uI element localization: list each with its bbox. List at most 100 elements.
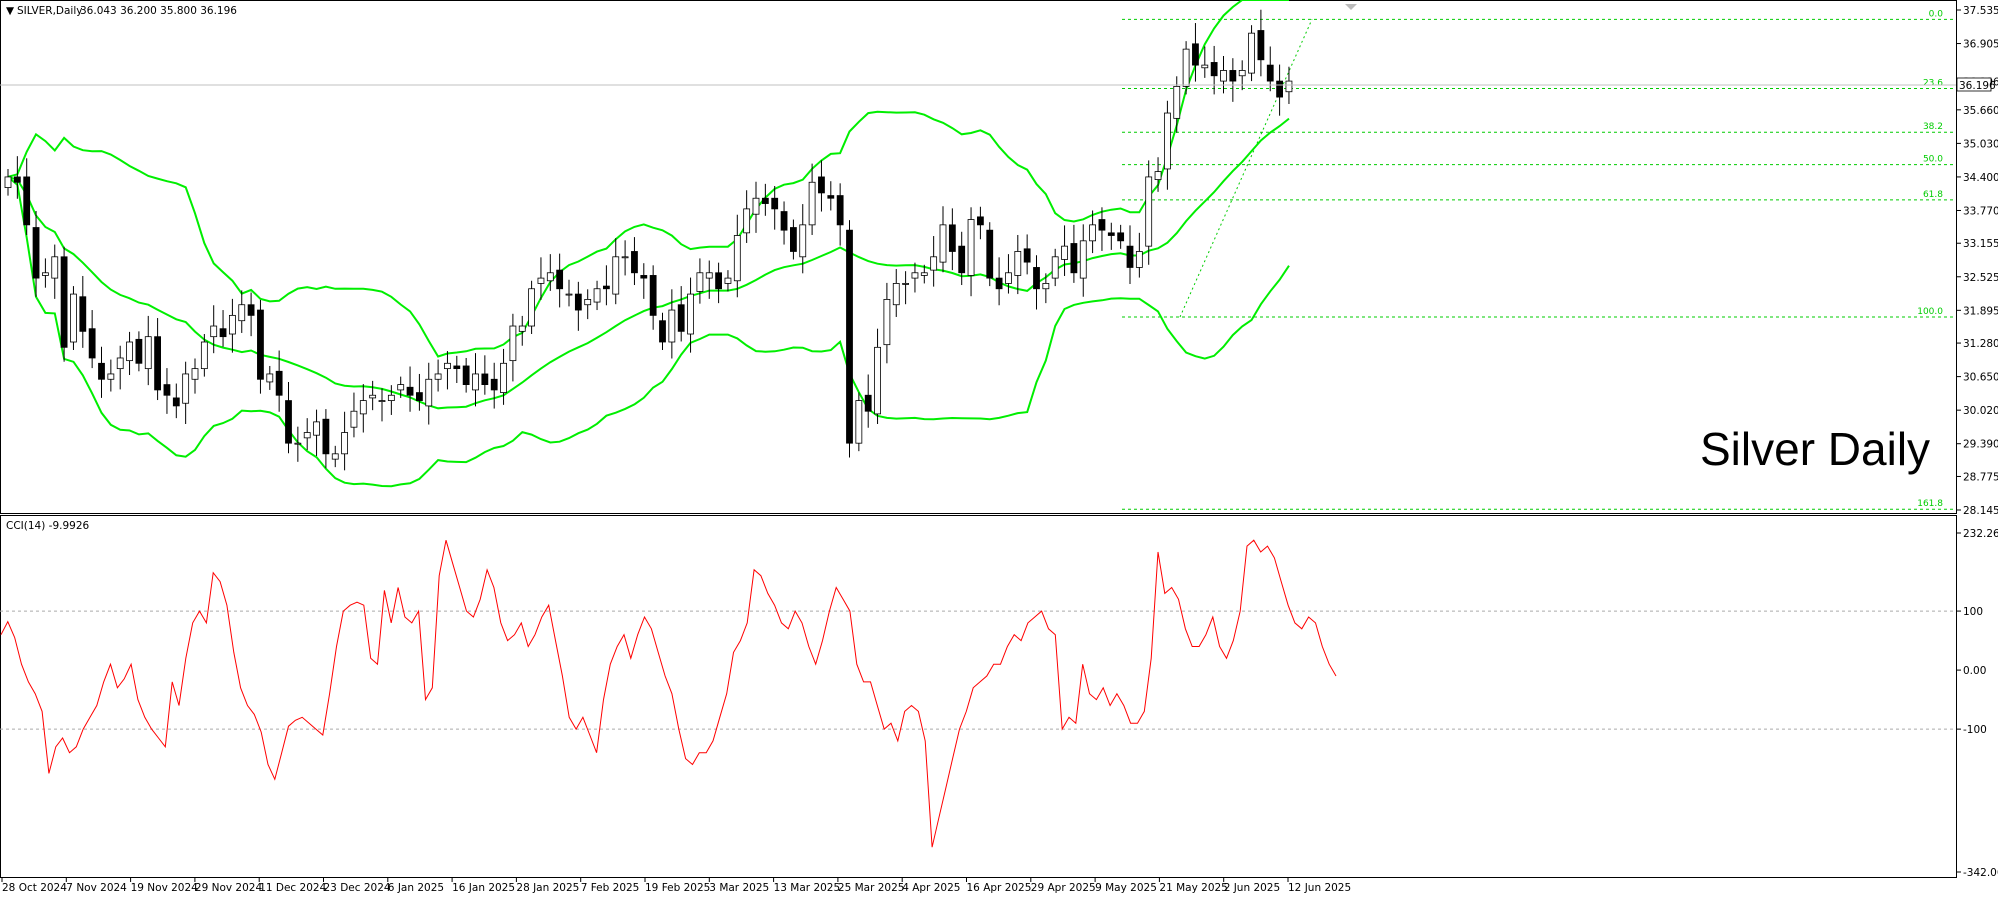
candle-body <box>191 368 199 380</box>
date-tick-label: 7 Feb 2025 <box>581 882 640 894</box>
candle-body <box>827 195 835 199</box>
date-tick-label: 16 Jan 2025 <box>452 882 515 894</box>
candle-body <box>154 336 162 391</box>
candle-body <box>359 400 367 415</box>
candle-body <box>518 325 526 332</box>
candle-body <box>341 432 349 455</box>
candle-body <box>1117 232 1125 242</box>
cci-header: CCI(14) -9.9926 <box>6 520 89 532</box>
candle-body <box>780 211 788 231</box>
candle-body <box>1089 224 1096 242</box>
date-tick-label: 3 Mar 2025 <box>709 882 769 894</box>
price-tick-label: 28.775 <box>1963 471 1998 483</box>
candle-body <box>696 272 704 292</box>
candle-body <box>902 283 909 285</box>
candle-body <box>481 373 489 386</box>
cci-tick-label: -342.065 <box>1963 867 1998 879</box>
cci-tick-label: 232.2625 <box>1963 528 1998 540</box>
date-tick-label: 11 Dec 2024 <box>259 882 326 894</box>
candle-body <box>855 400 863 444</box>
price-tick-label: 33.155 <box>1963 238 1998 250</box>
candle-body <box>603 285 610 290</box>
cci-panel[interactable]: 232.2625 100 0.00 -100 -342.065 CCI(14) -9.9… <box>0 515 1998 880</box>
price-tick-label: 28.145 <box>1963 505 1998 517</box>
price-tick-label: 30.650 <box>1963 372 1998 384</box>
candlesticks <box>4 9 1293 471</box>
price-tick-label: 35.030 <box>1963 138 1998 150</box>
price-tick-label: 30.020 <box>1963 405 1998 417</box>
candle-body <box>1014 251 1022 276</box>
candle-body <box>135 338 143 364</box>
candle-body <box>1098 219 1106 231</box>
cci-line <box>0 539 1337 848</box>
symbol-dropdown-icon[interactable]: ▼ <box>6 5 15 17</box>
candle-body <box>593 288 601 303</box>
candle-body <box>556 269 564 290</box>
price-axis[interactable]: 37.535 36.905 36.196 35.660 35.030 34.400 33.7… <box>1956 5 1998 517</box>
date-tick-label: 29 Nov 2024 <box>195 882 263 894</box>
date-tick-label: 25 Mar 2025 <box>838 882 905 894</box>
candle-body <box>1192 43 1199 66</box>
candle-body <box>1210 62 1218 77</box>
candle-body <box>743 208 751 234</box>
candle-body <box>275 370 283 396</box>
price-panel[interactable]: 0.0 23.6 38.2 50.0 61.8 100.0 161.8 37.535 36.9… <box>0 0 1998 517</box>
bollinger-lower-band <box>7 176 1290 488</box>
candle-body <box>1257 30 1265 61</box>
candle-body <box>247 304 255 316</box>
date-tick-label: 23 Dec 2024 <box>324 882 391 894</box>
candle-body <box>378 400 386 402</box>
candle-body <box>88 328 96 359</box>
fib-level-label: 100.0 <box>1917 307 1943 317</box>
candle-body <box>715 272 722 290</box>
candle-body <box>107 373 115 380</box>
candle-body <box>163 384 171 396</box>
cci-axis[interactable]: 232.2625 100 0.00 -100 -342.065 <box>1956 528 1998 879</box>
candle-body <box>210 325 218 338</box>
candle-body <box>939 224 947 263</box>
candle-body <box>490 378 498 391</box>
candle-body <box>1079 240 1087 279</box>
candle-body <box>1126 245 1134 268</box>
candle-body <box>23 176 31 226</box>
candle-body <box>1285 80 1293 93</box>
candle-body <box>771 197 779 210</box>
candle-body <box>406 386 414 396</box>
candle-body <box>257 309 264 380</box>
price-tick-label: 36.905 <box>1963 39 1998 51</box>
candle-body <box>1051 256 1059 279</box>
candle-body <box>331 453 339 460</box>
candle-body <box>397 384 405 391</box>
candle-body <box>238 304 246 322</box>
candle-body <box>172 397 180 407</box>
date-tick-label: 16 Apr 2025 <box>967 882 1032 894</box>
candle-body <box>930 256 938 271</box>
candle-body <box>1023 248 1031 263</box>
date-tick-label: 21 May 2025 <box>1159 882 1227 894</box>
fib-trend-line[interactable] <box>1179 19 1313 318</box>
candle-body <box>977 216 984 226</box>
candle-body <box>1070 243 1078 274</box>
candle-body <box>836 195 844 226</box>
candle-body <box>799 224 807 258</box>
candle-body <box>32 227 40 279</box>
candle-body <box>584 299 592 306</box>
candle-body <box>808 181 816 226</box>
chart-watermark: Silver Daily <box>1700 423 1930 475</box>
cci-levels <box>0 610 1956 730</box>
candle-body <box>200 341 208 370</box>
cci-panel-border <box>0 515 1957 878</box>
chart-shift-marker[interactable] <box>1345 4 1357 10</box>
candle-body <box>818 176 825 194</box>
fibonacci-lines[interactable]: 0.0 23.6 38.2 50.0 61.8 100.0 161.8 <box>1122 9 1956 510</box>
candle-body <box>294 442 302 445</box>
candle-body <box>98 362 105 380</box>
date-tick-label: 4 Apr 2025 <box>902 882 960 894</box>
current-price-label: 36.196 <box>1959 80 1996 92</box>
candle-body <box>1033 267 1040 290</box>
candle-body <box>883 299 891 346</box>
cci-tick-label: 100 <box>1963 606 1983 618</box>
candle-body <box>920 272 928 276</box>
